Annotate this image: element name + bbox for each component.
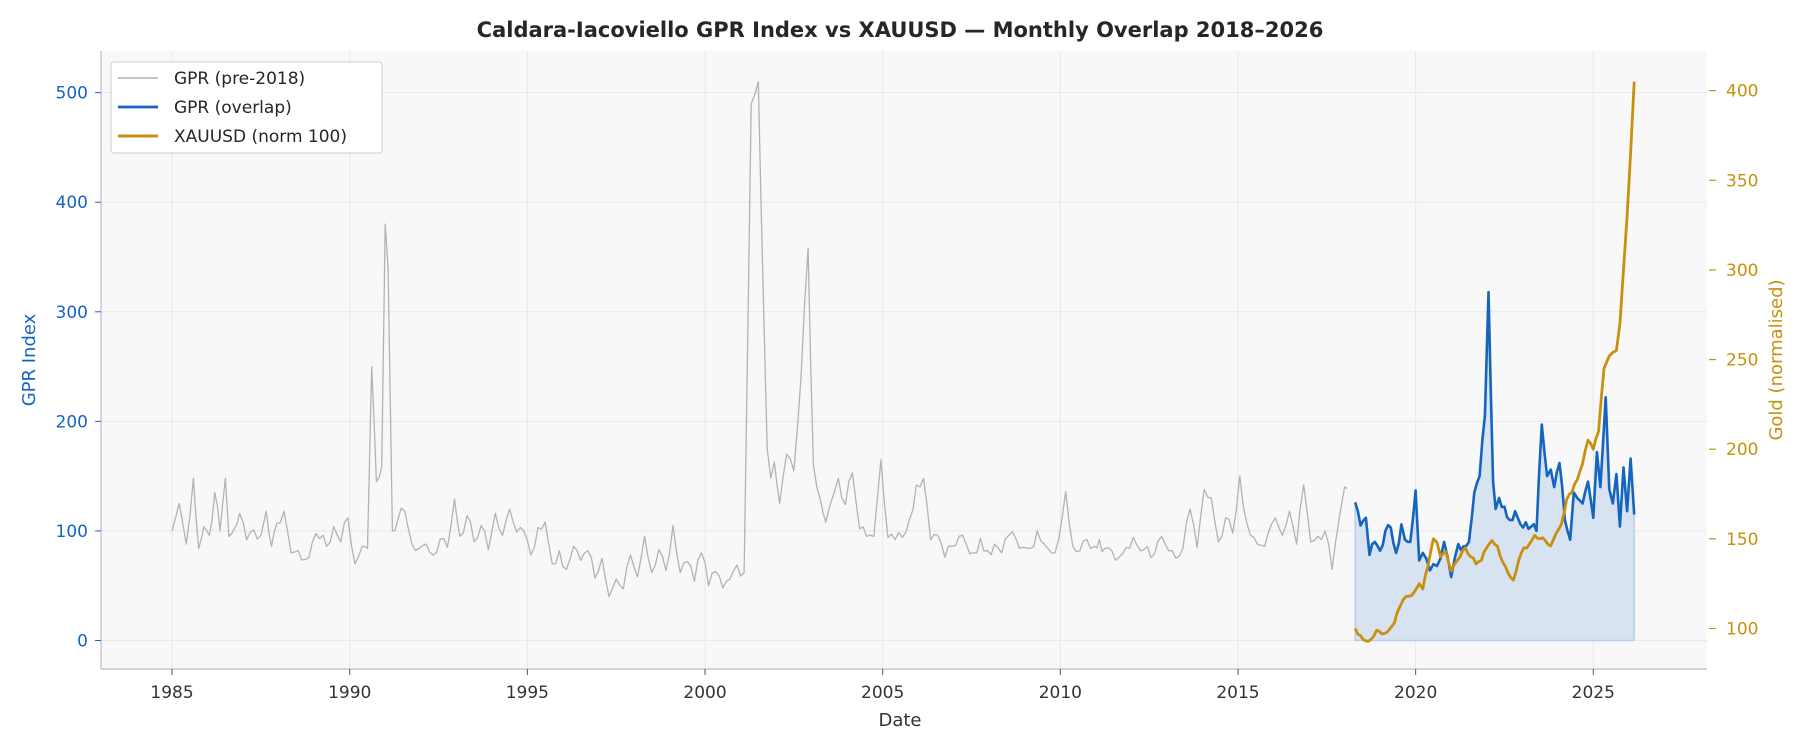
series-line-gpr-pre-2018 [171,81,1348,598]
x-tick-label: 2015 [1216,683,1259,703]
y-right-tick-label: 250 [1726,351,1758,371]
y-right-tick-label: 400 [1726,82,1758,102]
x-tick-label: 2000 [683,683,726,703]
x-tick-label: 1990 [328,683,371,703]
x-tick-label: 2020 [1394,683,1437,703]
y-left-tick-label: 300 [56,303,88,323]
y-right-tick-label: 100 [1726,619,1758,639]
y-axis-left-label: GPR Index [19,313,40,406]
y-axis-right-label: Gold (normalised) [1766,279,1787,440]
chart-title: Caldara-Iacoviello GPR Index vs XAUUSD —… [477,18,1324,42]
legend-label-xauusd: XAUUSD (norm 100) [174,127,347,147]
x-tick-label: 2025 [1572,683,1615,703]
y-left-tick-label: 500 [56,84,88,104]
legend-label-gpr-pre-2018: GPR (pre-2018) [174,69,305,89]
x-tick-label: 1985 [150,683,193,703]
x-tick-label: 2005 [861,683,904,703]
y-left-tick-label: 0 [77,632,88,652]
y-right-tick-label: 300 [1726,261,1758,281]
y-right-tick-label: 350 [1726,171,1758,191]
legend-box [110,61,383,154]
series-line-xauusd [1353,81,1636,643]
axes [100,51,1707,670]
legend: GPR (pre-2018) GPR (overlap) XAUUSD (nor… [110,61,383,154]
x-tick-label: 2010 [1039,683,1082,703]
y-right-tick-label: 200 [1726,440,1758,460]
series-line-gpr-overlap [1353,290,1636,579]
x-tick-label: 1995 [506,683,549,703]
y-right-tick-label: 150 [1726,530,1758,550]
y-left-tick-label: 100 [56,522,88,542]
series-layer [171,81,1636,643]
legend-label-gpr-overlap: GPR (overlap) [174,98,292,118]
x-axis-label: Date [878,710,921,731]
y-left-tick-label: 400 [56,193,88,213]
tick-labels: 1985 1990 1995 2000 2005 2010 2015 2020 2025 0 100… [56,82,1759,703]
y-left-tick-label: 200 [56,412,88,432]
